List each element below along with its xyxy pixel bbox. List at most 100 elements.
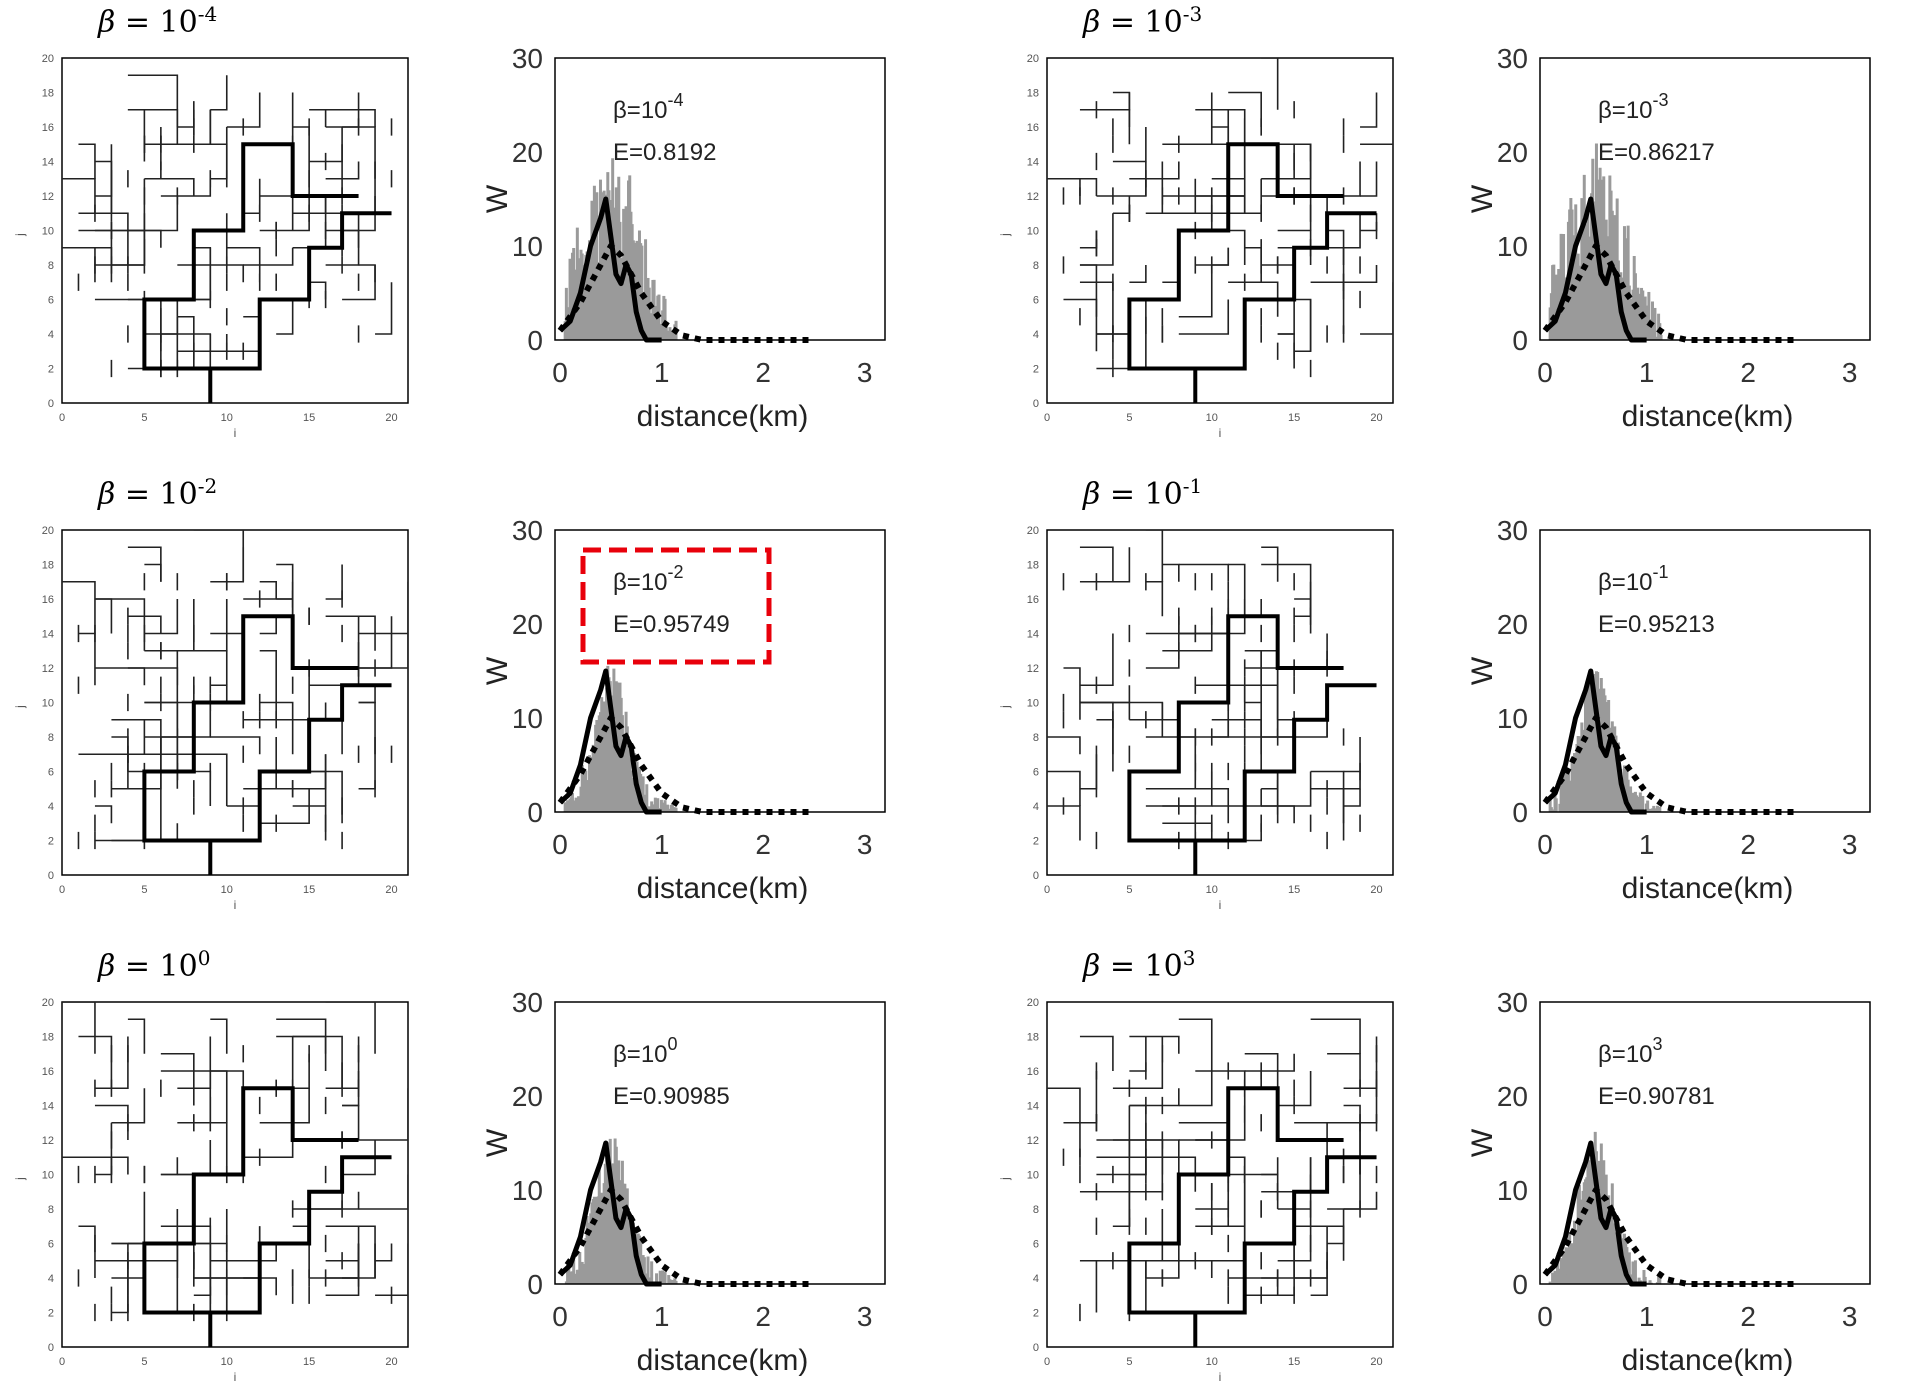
tree-branch <box>325 108 376 127</box>
efficiency-annotation: E=0.95213 <box>1598 611 1715 638</box>
tree-branch <box>1195 1208 1230 1227</box>
width-x-axis-label: distance(km) <box>637 1344 809 1377</box>
tree-branch <box>160 1052 195 1106</box>
tree-y-tick-label: 4 <box>48 1273 54 1285</box>
tree-y-tick-label: 14 <box>42 629 54 641</box>
tree-branch <box>292 196 327 215</box>
tree-branch <box>1096 1139 1131 1192</box>
tree-branch <box>1047 770 1081 806</box>
tree-y-tick-label: 12 <box>1027 191 1039 203</box>
tree-y-tick-label: 0 <box>48 1342 54 1354</box>
highlight-box <box>580 547 772 665</box>
width-y-axis-label: W <box>1466 184 1499 213</box>
tree-y-axis-label: j <box>13 705 27 709</box>
width-y-tick-label: 0 <box>1512 325 1528 356</box>
tree-branch <box>1178 299 1230 335</box>
tree-branch <box>1047 1087 1081 1123</box>
tree-x-tick-label: 5 <box>141 412 147 424</box>
tree-branch <box>1047 736 1081 755</box>
tree-x-tick-label: 0 <box>59 884 65 896</box>
width-y-tick-label: 10 <box>512 1175 543 1206</box>
tree-branch <box>1294 1225 1345 1261</box>
tree-y-tick-label: 20 <box>42 525 54 537</box>
tree-y-tick-label: 10 <box>1027 226 1039 238</box>
tree-branch <box>193 282 212 301</box>
tree-branch <box>160 247 212 301</box>
tree-branch <box>1079 547 1131 583</box>
tree-branch <box>1129 1035 1180 1054</box>
tree-branch <box>358 701 376 755</box>
tree-branch <box>177 1242 195 1278</box>
tree-branch <box>309 718 343 755</box>
tree-branch <box>127 1018 146 1054</box>
tree-branch <box>1310 1121 1361 1175</box>
tree-plot-4: 0 5 10 15 20 0 2 4 6 8 10 12 14 16 18 20 i j <box>13 997 409 1384</box>
tree-branch <box>144 650 179 704</box>
tree-y-tick-label: 20 <box>1027 53 1039 65</box>
tree-branch <box>1277 230 1328 249</box>
tree-branch <box>1211 247 1230 266</box>
tree-branch <box>1079 701 1131 720</box>
tree-branch <box>1310 771 1361 790</box>
tree-branch <box>243 581 294 600</box>
tree-branch <box>1162 92 1213 146</box>
tree-branch <box>1195 1174 1246 1228</box>
tree-branch <box>1047 177 1098 196</box>
tree-branch <box>94 598 146 617</box>
tree-main-channel <box>142 142 359 403</box>
width-function-line <box>1543 668 1647 815</box>
tree-y-tick-label: 16 <box>1027 594 1039 606</box>
tree-branch <box>375 1243 393 1262</box>
tree-x-tick-label: 15 <box>303 412 315 424</box>
tree-y-tick-label: 4 <box>48 329 54 341</box>
tree-branch <box>111 788 162 842</box>
tree-branch <box>1261 58 1279 110</box>
width-function-line <box>558 668 662 815</box>
tree-x-tick-label: 10 <box>1206 1356 1218 1368</box>
tree-branch <box>193 530 245 582</box>
tree-x-tick-label: 15 <box>1288 1356 1300 1368</box>
tree-branch <box>292 1191 343 1210</box>
mean-width-dotted-line <box>1542 715 1799 815</box>
tree-branch <box>259 668 310 721</box>
tree-branch <box>1261 546 1279 582</box>
width-y-axis-label: W <box>481 656 514 685</box>
tree-branch <box>1112 1209 1131 1228</box>
width-x-tick-label: 1 <box>654 1301 670 1332</box>
tree-branch <box>1178 719 1230 738</box>
tree-branch <box>1145 580 1164 617</box>
tree-branch <box>292 1035 327 1054</box>
tree-branch <box>1244 1053 1295 1072</box>
tree-branch <box>1129 718 1180 772</box>
tree-branch <box>1327 229 1345 265</box>
tree-branch <box>210 684 228 703</box>
tree-branch <box>78 632 96 686</box>
tree-branch <box>243 299 261 318</box>
width-x-tick-label: 0 <box>552 829 568 860</box>
tree-branch <box>160 333 212 352</box>
tree-y-tick-label: 0 <box>48 398 54 410</box>
tree-x-tick-label: 20 <box>1370 412 1382 424</box>
tree-x-tick-label: 20 <box>1370 884 1382 896</box>
tree-main-channel <box>142 614 359 875</box>
tree-y-tick-label: 6 <box>48 767 54 779</box>
tree-branch <box>276 598 294 617</box>
tree-branch <box>325 564 343 600</box>
tree-branch <box>127 108 179 145</box>
tree-branch <box>1145 805 1197 841</box>
tree-branch <box>127 718 146 755</box>
width-x-tick-label: 0 <box>1537 829 1553 860</box>
tree-branch <box>1079 1259 1098 1313</box>
tree-main-channel <box>1127 614 1344 875</box>
tree-y-tick-label: 12 <box>42 1135 54 1147</box>
width-function-line <box>1543 196 1647 343</box>
tree-branch <box>1277 143 1295 179</box>
tree-branch <box>1360 282 1393 335</box>
tree-branch <box>1079 281 1114 334</box>
tree-branch <box>127 74 179 127</box>
tree-branch <box>259 580 277 599</box>
tree-branch <box>144 298 162 352</box>
